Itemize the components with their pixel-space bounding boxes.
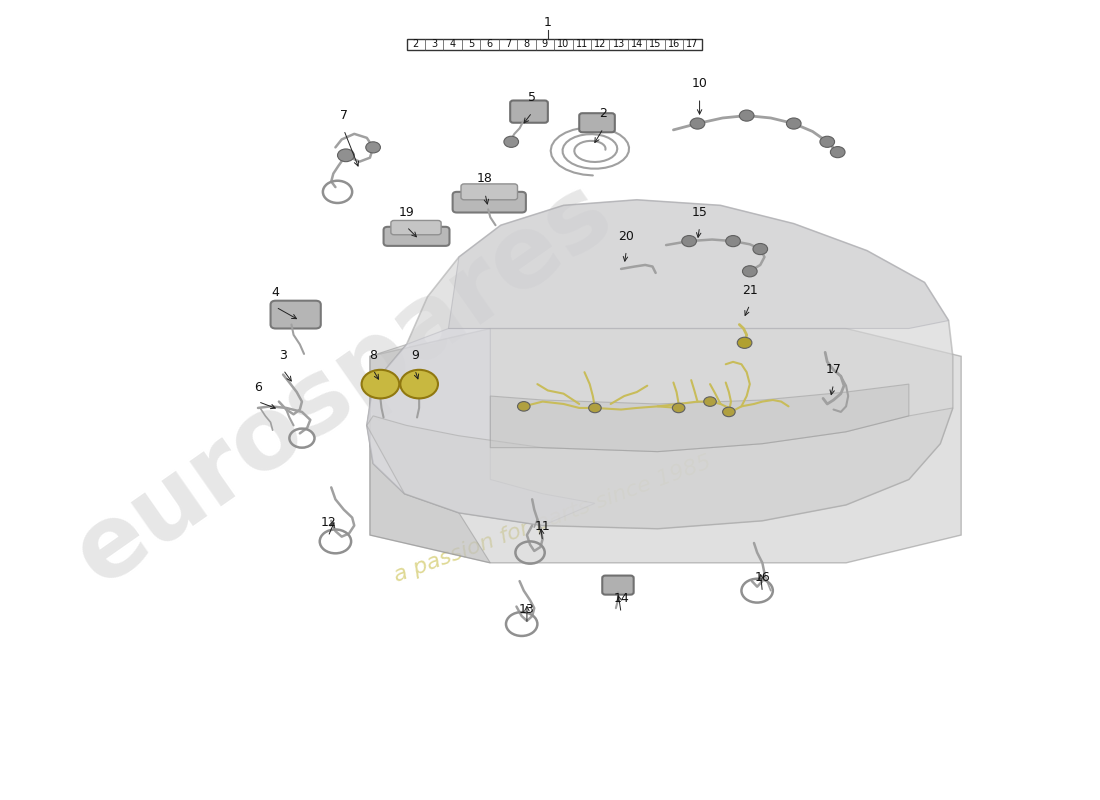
Text: 9: 9 xyxy=(411,349,419,362)
Circle shape xyxy=(362,370,399,398)
Text: 7: 7 xyxy=(505,39,512,50)
Polygon shape xyxy=(366,329,595,526)
Text: 19: 19 xyxy=(398,206,415,219)
Text: 2: 2 xyxy=(412,39,419,50)
FancyBboxPatch shape xyxy=(452,192,526,213)
Text: 17: 17 xyxy=(826,363,842,376)
FancyBboxPatch shape xyxy=(390,221,441,234)
Text: 5: 5 xyxy=(528,91,536,105)
Text: 12: 12 xyxy=(320,516,336,529)
FancyBboxPatch shape xyxy=(603,575,634,594)
Text: 15: 15 xyxy=(649,39,662,50)
Circle shape xyxy=(682,235,696,246)
Text: eurospares: eurospares xyxy=(57,163,630,605)
Text: 4: 4 xyxy=(450,39,455,50)
Circle shape xyxy=(742,266,757,277)
Text: 16: 16 xyxy=(668,39,680,50)
Text: 13: 13 xyxy=(519,603,535,616)
Circle shape xyxy=(737,338,752,348)
Text: 20: 20 xyxy=(618,230,635,242)
Polygon shape xyxy=(366,200,953,529)
Circle shape xyxy=(723,407,735,417)
Text: 13: 13 xyxy=(613,39,625,50)
Polygon shape xyxy=(366,408,953,529)
Text: 2: 2 xyxy=(600,107,607,120)
Circle shape xyxy=(517,402,530,411)
Text: 3: 3 xyxy=(279,349,287,362)
Text: 14: 14 xyxy=(631,39,644,50)
Text: 12: 12 xyxy=(594,39,606,50)
Polygon shape xyxy=(370,329,961,563)
Text: 8: 8 xyxy=(524,39,529,50)
Text: 17: 17 xyxy=(686,39,698,50)
Text: 14: 14 xyxy=(613,592,629,605)
Text: 10: 10 xyxy=(692,77,707,90)
Text: a passion for parts since 1985: a passion for parts since 1985 xyxy=(392,452,715,586)
Circle shape xyxy=(830,146,845,158)
Circle shape xyxy=(400,370,438,398)
Polygon shape xyxy=(449,200,948,329)
FancyBboxPatch shape xyxy=(510,101,548,122)
Circle shape xyxy=(690,118,705,129)
Circle shape xyxy=(820,136,835,147)
Text: 6: 6 xyxy=(486,39,493,50)
FancyBboxPatch shape xyxy=(580,114,615,132)
Text: 7: 7 xyxy=(340,109,348,122)
Circle shape xyxy=(739,110,754,121)
Bar xyxy=(407,38,702,50)
Text: 11: 11 xyxy=(535,521,550,534)
Text: 15: 15 xyxy=(692,206,707,219)
Text: 16: 16 xyxy=(755,571,770,584)
Circle shape xyxy=(786,118,801,129)
Text: 11: 11 xyxy=(575,39,587,50)
FancyBboxPatch shape xyxy=(384,227,450,246)
Text: 9: 9 xyxy=(542,39,548,50)
Polygon shape xyxy=(491,384,909,452)
Text: 8: 8 xyxy=(370,349,377,362)
FancyBboxPatch shape xyxy=(461,184,517,200)
Circle shape xyxy=(704,397,716,406)
Text: 3: 3 xyxy=(431,39,438,50)
Circle shape xyxy=(588,403,602,413)
Text: 6: 6 xyxy=(254,381,262,394)
Text: 10: 10 xyxy=(558,39,570,50)
Text: 5: 5 xyxy=(468,39,474,50)
Circle shape xyxy=(752,243,768,254)
Text: 18: 18 xyxy=(477,173,493,186)
Text: 1: 1 xyxy=(543,16,552,29)
Circle shape xyxy=(504,136,518,147)
Text: 4: 4 xyxy=(272,286,279,299)
FancyBboxPatch shape xyxy=(271,301,321,329)
Circle shape xyxy=(366,142,381,153)
Polygon shape xyxy=(366,344,491,563)
Circle shape xyxy=(726,235,740,246)
Text: 21: 21 xyxy=(741,284,758,297)
Circle shape xyxy=(338,149,354,162)
Circle shape xyxy=(672,403,685,413)
